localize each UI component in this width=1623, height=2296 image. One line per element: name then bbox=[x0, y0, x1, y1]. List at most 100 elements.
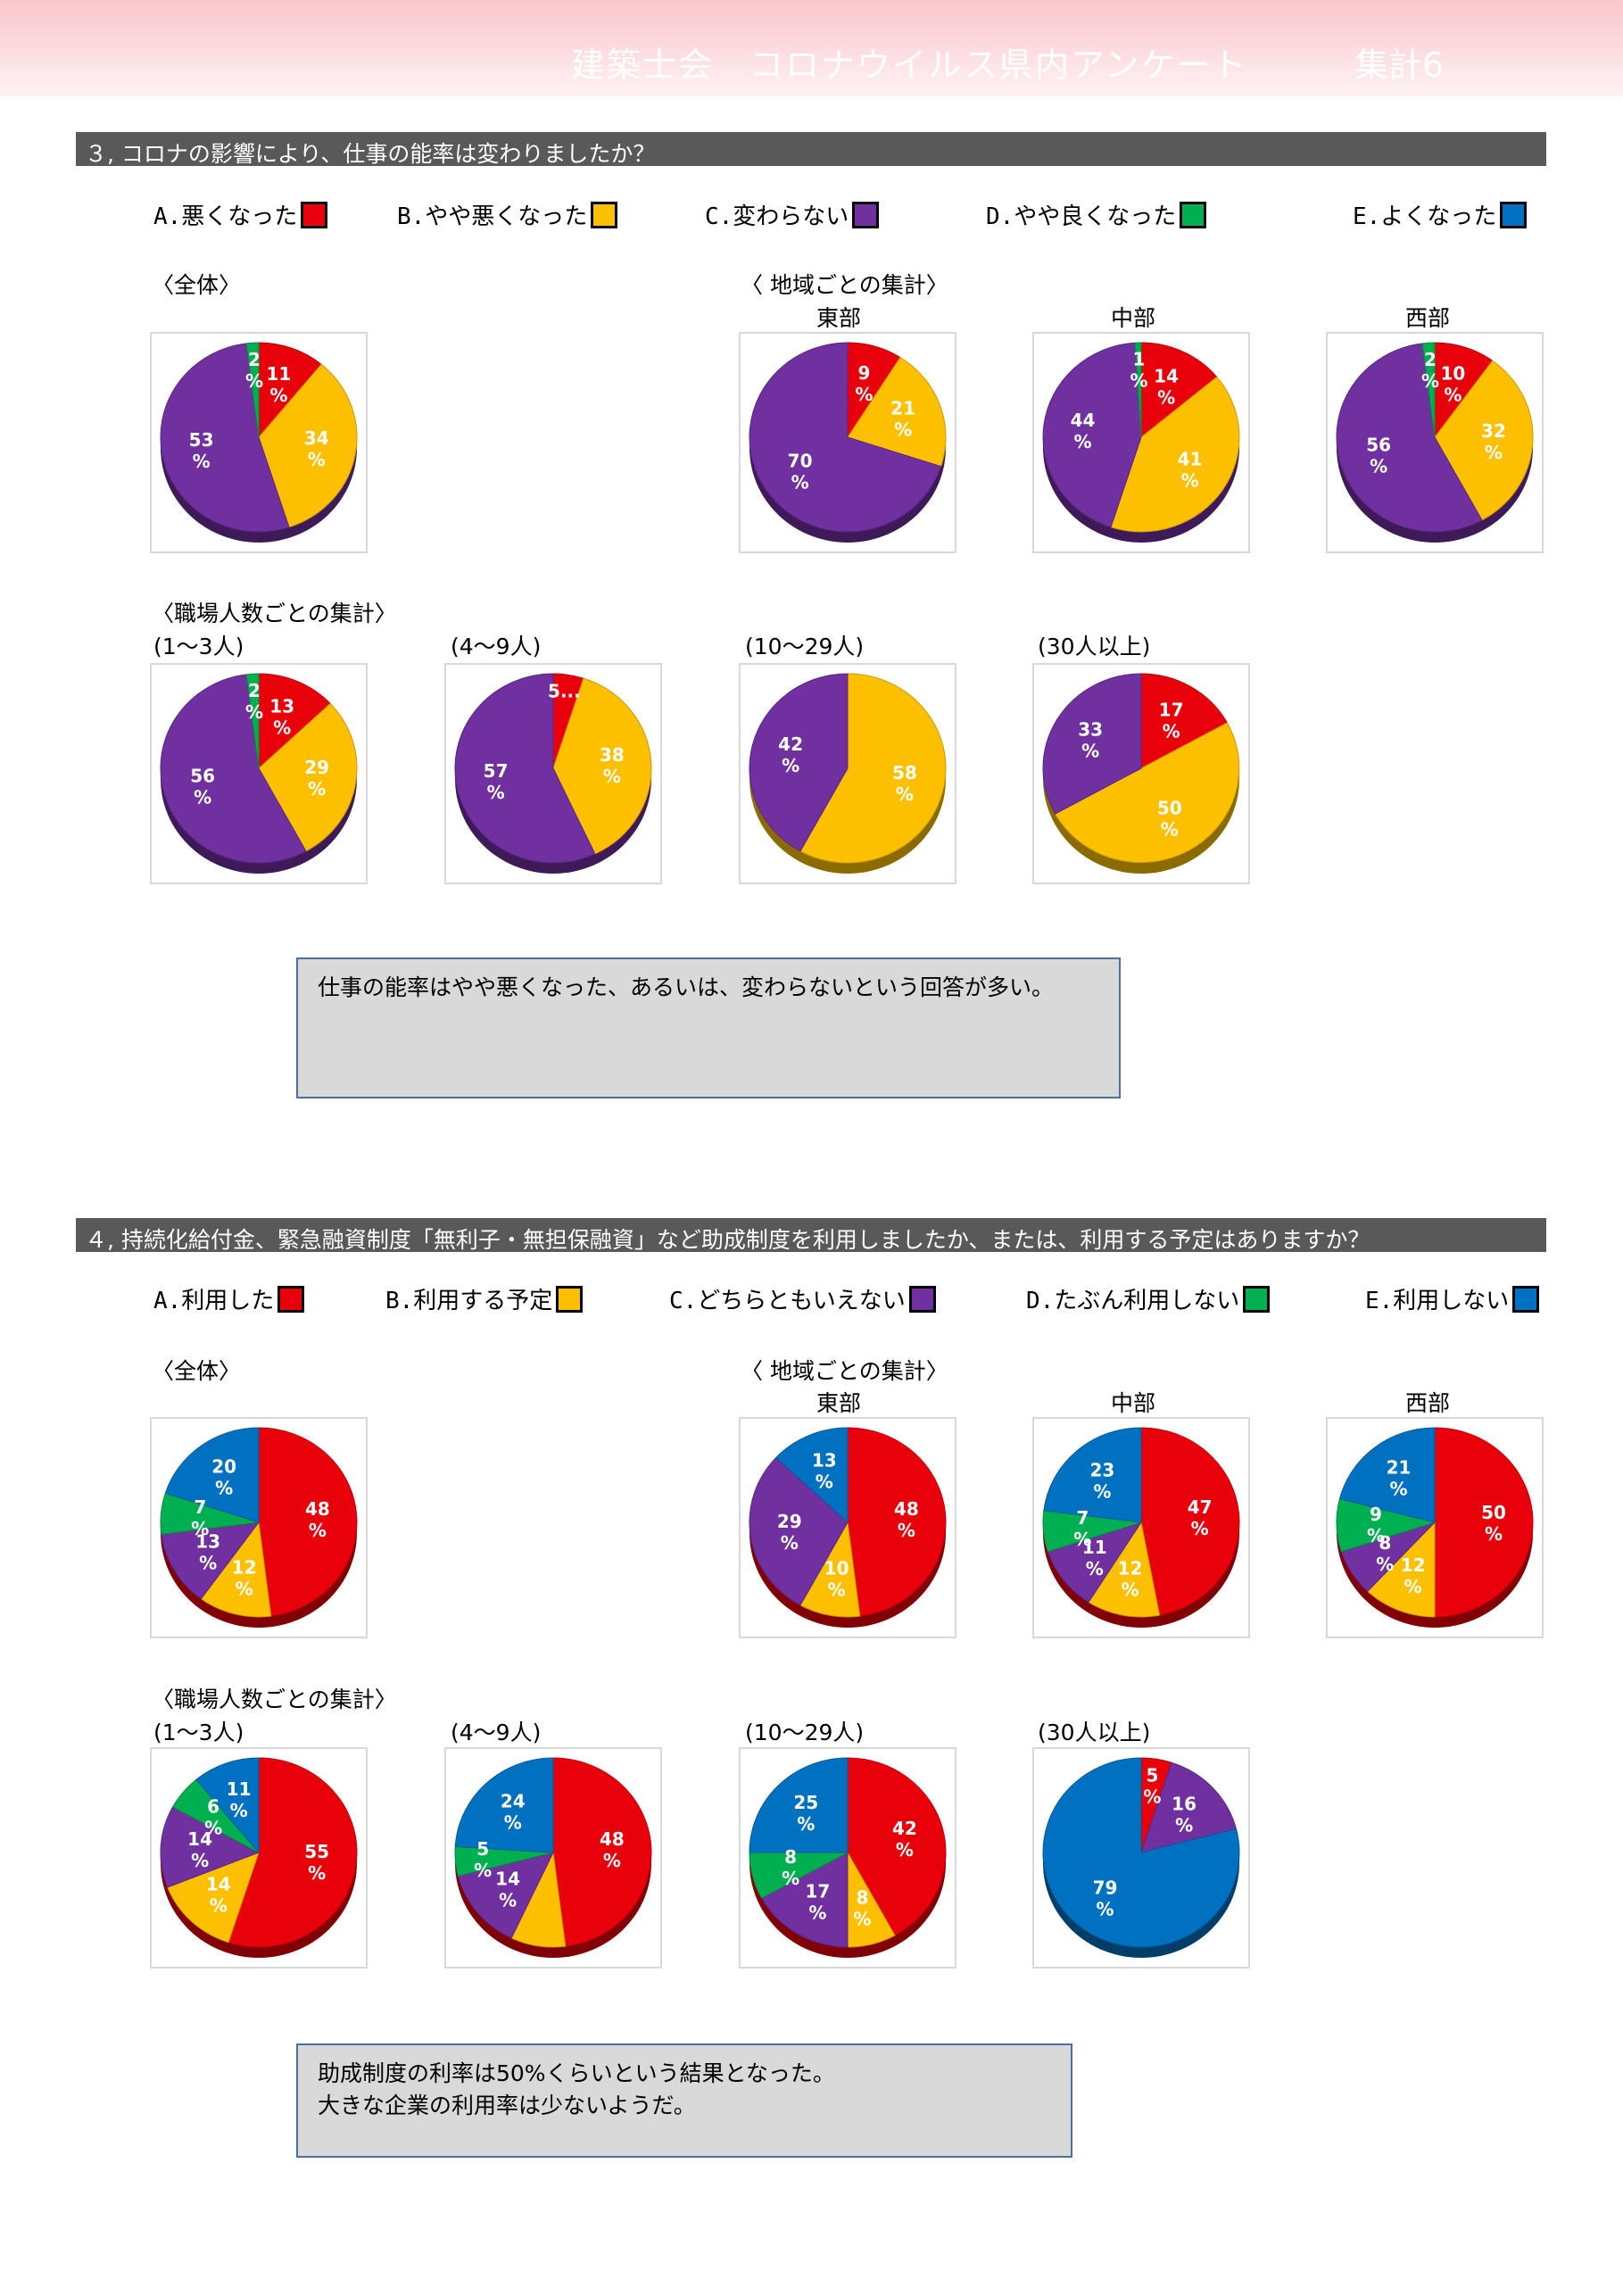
pie-value-label: 16 bbox=[1172, 1794, 1197, 1815]
pie-slice-blue bbox=[195, 1757, 260, 1854]
legend-label: E.利用しない bbox=[1365, 1288, 1510, 1314]
pie-value-label: 13 bbox=[269, 696, 294, 717]
chart-title: (4～9人) bbox=[451, 1720, 542, 1745]
pie-percent-sign: % bbox=[308, 1862, 326, 1884]
pie-slice-purple bbox=[161, 1521, 261, 1600]
pie-slice-purple bbox=[1047, 1521, 1143, 1604]
pie-svg: 10%32%56%2% bbox=[1336, 342, 1534, 543]
pie-svg: 48%14%5%24% bbox=[454, 1757, 652, 1958]
pie-value-label: 70 bbox=[788, 450, 813, 471]
pie-value-label: 34 bbox=[304, 427, 329, 449]
pie-value-label: 5... bbox=[548, 681, 581, 702]
q3-note-text: 仕事の能率はやや悪くなった、あるいは、変わらないという回答が多い。 bbox=[318, 974, 1055, 1000]
pie-slice-yellow bbox=[258, 363, 358, 528]
legend-label: A.悪くなった bbox=[153, 203, 298, 230]
pie-percent-sign: % bbox=[308, 778, 326, 800]
pie-value-label: 13 bbox=[812, 1450, 837, 1471]
pie-percent-sign: % bbox=[1191, 1518, 1209, 1539]
pie-value-label: 58 bbox=[892, 762, 917, 783]
q4-legend-d: D.たぶん利用しない bbox=[1026, 1282, 1271, 1315]
pie-slice-yellow bbox=[847, 356, 947, 468]
pie-slice-yellow bbox=[552, 677, 652, 855]
pie-percent-sign: % bbox=[199, 1552, 217, 1573]
legend-label: B.利用する予定 bbox=[385, 1288, 553, 1314]
pie-slice-purple bbox=[749, 342, 942, 533]
pie-value-label: 47 bbox=[1188, 1496, 1213, 1518]
q4-legend-c: C.どちらともいえない bbox=[669, 1282, 936, 1315]
pie-percent-sign: % bbox=[1161, 819, 1179, 841]
chart-title: 中部 bbox=[1111, 1390, 1156, 1416]
pie-percent-sign: % bbox=[1389, 1479, 1407, 1500]
chart-title: (1～3人) bbox=[153, 1720, 244, 1745]
pie-slice-red bbox=[1140, 342, 1218, 439]
pie-percent-sign: % bbox=[1157, 387, 1175, 409]
pie-percent-sign: % bbox=[499, 1890, 517, 1911]
pie-percent-sign: % bbox=[816, 1471, 833, 1493]
pie-percent-sign: % bbox=[894, 419, 912, 441]
pie-svg: 48%12%13%7%20% bbox=[160, 1427, 358, 1628]
pie-slice-yellow bbox=[1434, 360, 1534, 521]
pie-percent-sign: % bbox=[603, 766, 621, 787]
q4-note-box: 助成制度の利率は50%くらいという結果となった。 大きな企業の利用率は少ないよう… bbox=[296, 2043, 1072, 2158]
pie-percent-sign: % bbox=[1404, 1576, 1422, 1597]
pie-percent-sign: % bbox=[1122, 1579, 1139, 1601]
chart-title: (10～29人) bbox=[745, 1720, 865, 1745]
legend-label: D.やや良くなった bbox=[986, 203, 1177, 230]
pie-percent-sign: % bbox=[204, 1818, 222, 1839]
pie-value-label: 32 bbox=[1481, 420, 1506, 442]
pie-value-label: 9 bbox=[1370, 1504, 1382, 1525]
pie-percent-sign: % bbox=[855, 384, 873, 405]
q4-pie-overall: 48% 12% 13% 7% 20% bbox=[150, 1417, 368, 1638]
pie-slice-blue bbox=[454, 1757, 554, 1853]
legend-label: D.たぶん利用しない bbox=[1026, 1288, 1240, 1314]
pie-svg: 5...38%57% bbox=[454, 673, 652, 874]
pie-value-label: 50 bbox=[1157, 798, 1182, 819]
q4-pie-east: 48% 10% 29% 13% bbox=[739, 1417, 956, 1638]
pie-percent-sign: % bbox=[1367, 1525, 1385, 1546]
pie-value-label: 23 bbox=[1089, 1459, 1114, 1480]
pie-slice-purple bbox=[160, 1806, 261, 1888]
q4-pie-size-30-plus: 5% 16% 79% bbox=[1032, 1747, 1250, 1969]
pie-slice-purple bbox=[160, 674, 307, 864]
legend-swatch-red bbox=[301, 201, 328, 228]
pie-value-label: 48 bbox=[894, 1498, 919, 1520]
q4-pie-size-1-3: 55% 14% 14% 6% 11% bbox=[150, 1747, 368, 1969]
pie-slice-blue bbox=[749, 1757, 849, 1853]
pie-slice-red bbox=[258, 1427, 358, 1617]
pie-percent-sign: % bbox=[194, 787, 211, 808]
pie-slice-red bbox=[1434, 1427, 1534, 1618]
pie-percent-sign: % bbox=[896, 1839, 914, 1861]
pie-percent-sign: % bbox=[1143, 1786, 1161, 1808]
pie-percent-sign: % bbox=[782, 755, 799, 776]
pie-value-label: 11 bbox=[1082, 1537, 1107, 1558]
pie-svg: 11%34%53%2% bbox=[160, 342, 358, 543]
chart-title: 東部 bbox=[816, 1390, 862, 1416]
pie-value-label: 7 bbox=[194, 1496, 206, 1518]
q3-question-bar: ３, コロナの影響により、仕事の能率は変わりましたか？ bbox=[76, 132, 1546, 167]
q3-pie-west: 10% 32% 56% 2% bbox=[1326, 332, 1544, 553]
pie-value-label: 1 bbox=[1133, 349, 1146, 370]
pie-slice-green bbox=[245, 673, 260, 769]
pie-svg: 13%29%56%2% bbox=[160, 673, 358, 874]
legend-swatch-blue bbox=[1512, 1285, 1540, 1313]
pie-slice-red bbox=[228, 1757, 358, 1948]
pie-slice-purple bbox=[457, 1852, 554, 1939]
pie-slice-purple bbox=[1336, 343, 1483, 533]
q3-pie-overall: 11% 34% 53% 2% bbox=[150, 332, 368, 553]
pie-slice-yellow bbox=[1110, 376, 1240, 533]
q3-pie-size-1-3: 13% 29% 56% 2% bbox=[150, 663, 368, 884]
legend-swatch-green bbox=[1180, 201, 1207, 228]
pie-slice-yellow bbox=[258, 702, 358, 852]
q3-overall-label: 〈全体〉 bbox=[152, 272, 242, 298]
pie-svg: 50%12%8%9%21% bbox=[1336, 1427, 1534, 1628]
legend-swatch-yellow bbox=[591, 201, 618, 228]
q3-pie-size-30-plus: 17% 50% 33% bbox=[1032, 663, 1250, 884]
legend-swatch-purple bbox=[908, 1285, 936, 1313]
pie-slice-green bbox=[1134, 342, 1142, 438]
pie-slice-yellow bbox=[1054, 722, 1240, 864]
pie-percent-sign: % bbox=[193, 451, 211, 472]
pie-percent-sign: % bbox=[308, 449, 326, 470]
pie-value-label: 10 bbox=[824, 1558, 849, 1579]
chart-title: (10～29人) bbox=[745, 634, 865, 659]
pie-percent-sign: % bbox=[853, 1909, 871, 1930]
